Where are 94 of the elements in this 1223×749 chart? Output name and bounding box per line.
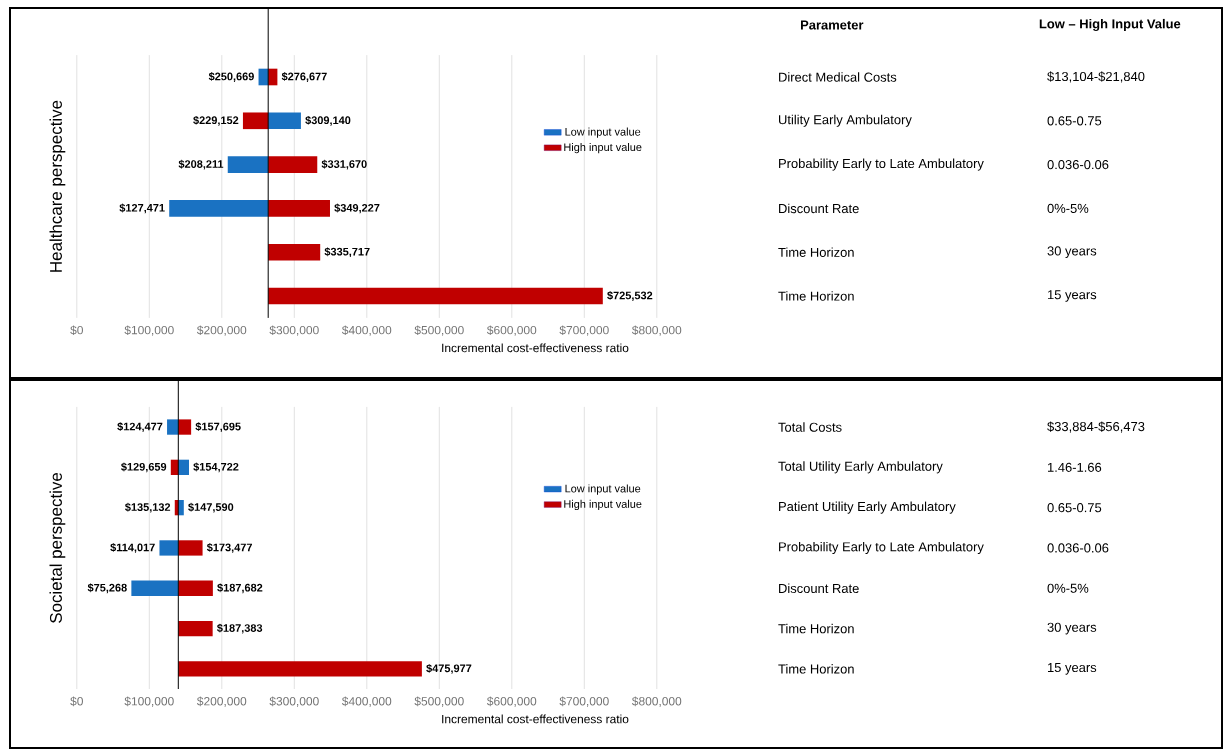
bar [268,112,301,130]
y-tick-label: Time Horizon [778,291,854,301]
data-label: $349,227 [334,203,380,214]
x-tick-label: $200,000 [196,696,247,707]
data-label: $173,477 [206,543,252,553]
data-label: $208,211 [178,159,224,170]
text: 30 years [1047,246,1097,259]
legend-label: Low input value [565,127,641,138]
data-label: $725,532 [607,291,653,301]
bar [242,112,269,130]
data-label: $229,152 [193,115,239,126]
y-tick-label: Total Utility Early Ambulatory [778,461,943,474]
y-tick-label: Time Horizon [778,664,854,674]
text: 0.036-0.06 [1047,543,1109,553]
text: 0.65-0.75 [1047,503,1102,513]
bar [178,540,203,556]
y-tick-label: Discount Rate [779,583,859,593]
x-tick-label: $700,000 [559,325,609,336]
text: Parameter [800,20,864,30]
x-tick-label: $0 [70,325,83,336]
data-label: $127,471 [119,203,165,214]
bar [268,156,318,173]
x-axis-title: Incremental cost-effectiveness ratio [442,343,629,353]
bar [268,243,321,261]
bar [159,540,179,556]
x-tick-label: $800,000 [631,696,682,707]
y-tick-label: Time Horizon [778,623,854,634]
legend-label: Low input value [565,484,641,495]
data-label: $124,477 [117,422,163,432]
data-label: $475,977 [426,663,472,674]
data-label: $154,722 [193,462,239,473]
x-tick-label: $100,000 [124,325,174,336]
bar [268,200,330,217]
text: 0.036-0.06 [1047,160,1109,170]
y-tick-label: Probability Early to Late Ambulatory [779,541,984,554]
bar [178,580,213,596]
bar [268,287,603,305]
x-tick-label: $400,000 [341,696,392,707]
bar [178,459,189,475]
text: 30 years [1047,622,1097,635]
x-axis-title: Incremental cost-effectiveness ratio [442,714,629,724]
data-label: $147,590 [188,502,234,513]
x-tick-label: $100,000 [124,696,174,707]
bar [170,459,179,475]
bar [167,419,179,435]
x-tick-label: $0 [70,696,83,707]
text: 1.46-1.66 [1048,462,1102,472]
text: $33,884-$56,473 [1047,421,1145,433]
data-label: $331,670 [321,159,367,170]
x-tick-label: $600,000 [486,325,537,336]
x-tick-label: $400,000 [341,325,392,336]
text: 0.65-0.75 [1047,116,1102,126]
y-tick-label: Utility Early Ambulatory [779,114,912,127]
x-tick-label: $700,000 [559,696,609,707]
data-label: $309,140 [305,115,351,126]
data-label: $187,383 [216,623,263,634]
bar [178,620,213,637]
bar [178,661,422,677]
data-label: $114,017 [110,543,155,553]
data-label: $129,659 [121,462,167,473]
bar [169,200,269,217]
data-label: $276,677 [281,72,327,82]
y-tick-label: Patient Utility Early Ambulatory [779,501,956,514]
bar [227,156,269,173]
y-axis-title: Healthcare perspective [49,100,66,272]
data-label: $335,717 [324,247,370,258]
bar [131,580,179,596]
text: Low – High Input Value [1039,18,1181,32]
x-tick-label: $200,000 [196,325,247,336]
bar [178,419,192,435]
data-label: $75,268 [87,583,127,594]
data-label: $135,132 [125,502,171,513]
y-tick-label: Probability Early to Late Ambulatory [779,158,984,171]
text: 0%-5% [1047,203,1089,213]
y-tick-label: Time Horizon [778,247,854,257]
x-tick-label: $800,000 [631,325,682,336]
y-tick-label: Discount Rate [779,203,859,214]
text: $13,104-$21,840 [1047,71,1145,83]
data-label: $250,669 [208,72,254,82]
data-label: $157,695 [195,422,241,432]
y-tick-label: Direct Medical Costs [779,72,897,82]
x-tick-label: $300,000 [269,696,319,707]
legend-label: High input value [564,143,642,154]
legend-label: High input value [564,499,642,511]
x-tick-label: $500,000 [414,696,464,707]
text: 15 years [1048,290,1097,302]
x-tick-label: $600,000 [486,696,537,707]
text: 0%-5% [1047,583,1089,593]
y-tick-label: Total Costs [778,422,842,432]
text: 15 years [1048,663,1097,675]
y-axis-title: Societal perspective [49,472,66,623]
data-label: $187,682 [217,583,263,594]
x-tick-label: $300,000 [269,325,319,336]
x-tick-label: $500,000 [414,325,464,336]
